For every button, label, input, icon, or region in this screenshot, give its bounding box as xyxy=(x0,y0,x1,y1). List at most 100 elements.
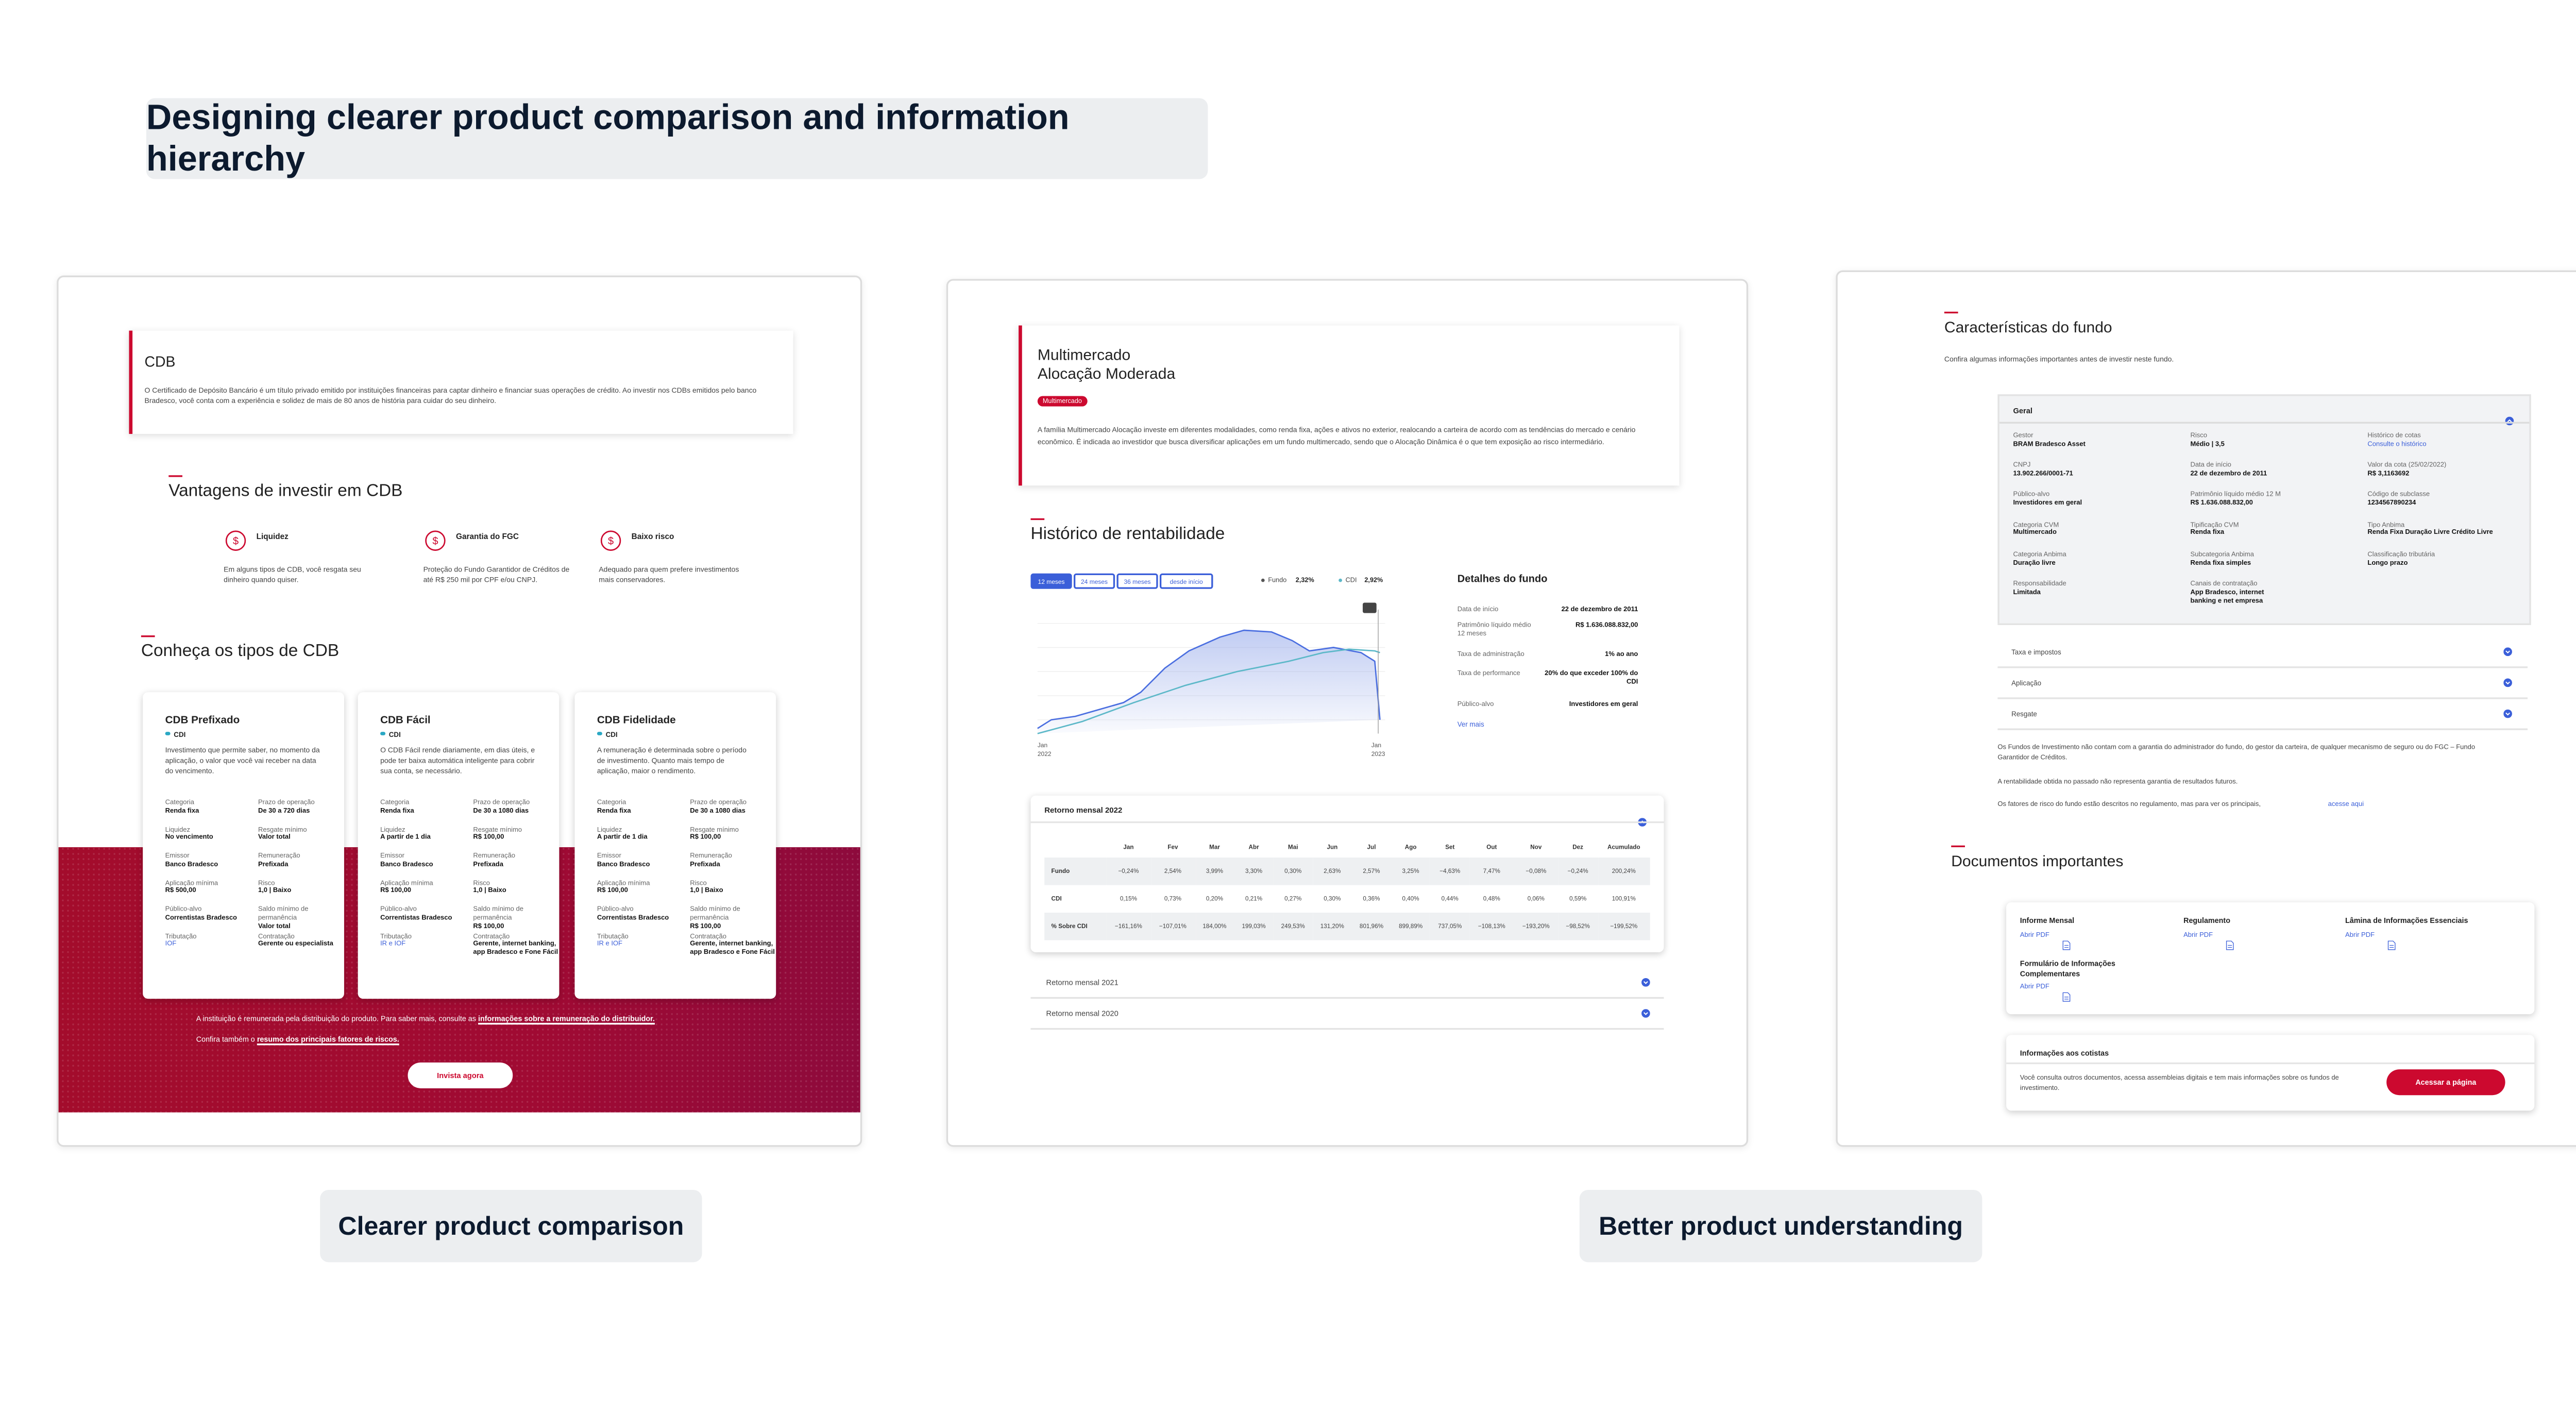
holders-box: Informações aos cotistas Você consulta ou… xyxy=(2006,1035,2535,1111)
chevron-button[interactable] xyxy=(2503,647,2512,658)
pdf-glyph xyxy=(2226,940,2234,950)
field-label: Prazo de operação xyxy=(473,797,530,806)
pdf-shape xyxy=(2062,992,2071,1002)
tooltip xyxy=(1363,602,1377,613)
open-pdf-link[interactable]: Abrir PDF xyxy=(2183,929,2213,938)
icon-shape xyxy=(225,530,246,551)
chevron-button[interactable] xyxy=(1641,978,1650,988)
field-value: Longo prazo xyxy=(2367,557,2408,566)
legend-name: Fundo xyxy=(1268,576,1287,583)
field-label: Público-alvo xyxy=(165,904,202,913)
note-link[interactable]: acesse aqui xyxy=(2328,799,2364,808)
column-header: Fev xyxy=(1167,843,1178,850)
tag-dot xyxy=(597,731,602,736)
chevron-icon xyxy=(1641,978,1650,987)
icon-glyph: $ xyxy=(432,536,438,547)
accordion-row[interactable]: Resgate xyxy=(1997,701,2528,730)
field-label: Remuneração xyxy=(258,850,300,860)
cta-button[interactable]: Invista agora xyxy=(408,1062,513,1088)
card-text: A remuneração é determinada sobre o perí… xyxy=(597,745,747,775)
holders-text: Você consulta outros documentos, acessa … xyxy=(2020,1072,2339,1091)
open-pdf-link[interactable]: Abrir PDF xyxy=(2345,929,2375,938)
field-label: Público-alvo xyxy=(2013,490,2050,498)
field-value[interactable]: Consulte o histórico xyxy=(2367,439,2427,448)
column-header: Mai xyxy=(1287,843,1298,850)
table-cell: −107,01% xyxy=(1159,923,1187,930)
field-label: Contratação xyxy=(473,931,510,939)
chevron-icon xyxy=(2503,647,2512,657)
field-value: Valor total xyxy=(258,920,291,930)
field-value: Correntistas Bradesco xyxy=(380,912,452,921)
table-cell: 199,03% xyxy=(1242,923,1266,930)
period-button[interactable]: 36 meses xyxy=(1116,573,1158,589)
detail-label: Público-alvo xyxy=(1457,699,1494,708)
footnote-link[interactable]: informações sobre a remuneração do distr… xyxy=(478,1014,655,1023)
detail-value: Investidores em geral xyxy=(1569,699,1638,708)
accordion-row[interactable]: Retorno mensal 2020 xyxy=(1030,1000,1664,1030)
chevron-mark xyxy=(2505,650,2510,654)
field-label: Categoria xyxy=(165,797,194,806)
pdf-icon xyxy=(2386,928,2397,950)
field-value: Renda fixa xyxy=(597,805,631,814)
table-cell: 0,73% xyxy=(1164,895,1182,902)
footnote: A instituição é remunerada pela distribu… xyxy=(196,1014,655,1023)
card-tag: CDI xyxy=(174,729,186,738)
table-cell: 2,63% xyxy=(1324,868,1341,875)
tag-dot xyxy=(380,731,385,736)
cdb-screen: CDB O Certificado de Depósito Bancário é … xyxy=(57,275,862,1147)
open-pdf-link[interactable]: Abrir PDF xyxy=(2020,929,2049,938)
accordion-row[interactable]: Retorno mensal 2021 xyxy=(1030,969,1664,999)
column-header: Jul xyxy=(1367,843,1376,850)
field-label: Subcategoria Anbima xyxy=(2190,549,2255,558)
field-label: Resgate mínimo xyxy=(258,823,307,833)
field-label: Classificação tributária xyxy=(2367,549,2435,558)
chevron-button[interactable] xyxy=(1638,803,1647,834)
period-button[interactable]: 12 meses xyxy=(1030,573,1072,589)
holders-button[interactable]: Acessar a página xyxy=(2386,1069,2505,1096)
open-pdf-link[interactable]: Abrir PDF xyxy=(2020,980,2049,989)
general-box: Geral Gestor BRAM Bradesco Asset Risco Médio… xyxy=(1997,394,2531,625)
footnote-link[interactable]: resumo dos principais fatores de riscos. xyxy=(257,1035,399,1044)
field-label: Tipo Anbima xyxy=(2367,519,2405,528)
table-cell: 0,44% xyxy=(1441,895,1459,902)
detail-value: 20% do que exceder 100% do CDI xyxy=(1545,668,1638,685)
field-label: Contratação xyxy=(258,931,295,939)
detail-value: 1% ao ano xyxy=(1605,649,1638,658)
advantage-icon: $ xyxy=(224,529,248,553)
chevron-mark xyxy=(2507,419,2512,423)
field-label: Público-alvo xyxy=(380,904,417,913)
field-label: Risco xyxy=(690,877,707,886)
chevron-button[interactable] xyxy=(1641,1009,1650,1019)
field-label: Saldo mínimo de permanência xyxy=(473,904,523,921)
chevron-bg xyxy=(2503,647,2512,657)
accordion-row[interactable]: Aplicação xyxy=(1997,670,2528,699)
note: Os Fundos de Investimento não contam com… xyxy=(1997,742,2476,761)
fund-line xyxy=(1037,629,1381,729)
table-cell: −4,63% xyxy=(1439,868,1461,875)
accordion-row[interactable]: Taxa e impostos xyxy=(1997,639,2528,668)
field-label: Aplicação mínima xyxy=(597,877,650,886)
field-value: Gerente, internet banking, app Bradesco … xyxy=(690,939,775,956)
area xyxy=(1037,630,1380,734)
field-label: Patrimônio líquido médio 12 M xyxy=(2190,490,2281,498)
chevron-button[interactable] xyxy=(2503,709,2512,720)
period-button[interactable]: desde início xyxy=(1159,573,1213,589)
field-value: R$ 100,00 xyxy=(690,832,721,841)
details-link[interactable]: Ver mais xyxy=(1457,719,1484,729)
pdf-glyph xyxy=(2387,940,2396,950)
field-value: App Bradesco, internet banking e net emp… xyxy=(2190,586,2264,604)
chevron-button[interactable] xyxy=(2503,678,2512,689)
field-value: A partir de 1 dia xyxy=(597,832,648,841)
table-cell: 2,54% xyxy=(1164,868,1182,875)
field-label: Tipificação CVM xyxy=(2190,519,2239,528)
caption: Clearer product comparison xyxy=(320,1189,702,1263)
pdf-glyph xyxy=(2062,992,2071,1002)
chevron-button[interactable] xyxy=(2505,403,2514,434)
advantage-text: Em alguns tipos de CDB, você resgata seu… xyxy=(224,565,361,584)
table-cell: 0,20% xyxy=(1206,895,1224,902)
period-button[interactable]: 24 meses xyxy=(1073,573,1115,589)
field-label: Aplicação mínima xyxy=(165,877,218,886)
returns-card: Retorno mensal 2022 Jan Fev Mar Abr Mai Jun Jul… xyxy=(1030,795,1664,952)
icon-shape xyxy=(425,530,446,551)
